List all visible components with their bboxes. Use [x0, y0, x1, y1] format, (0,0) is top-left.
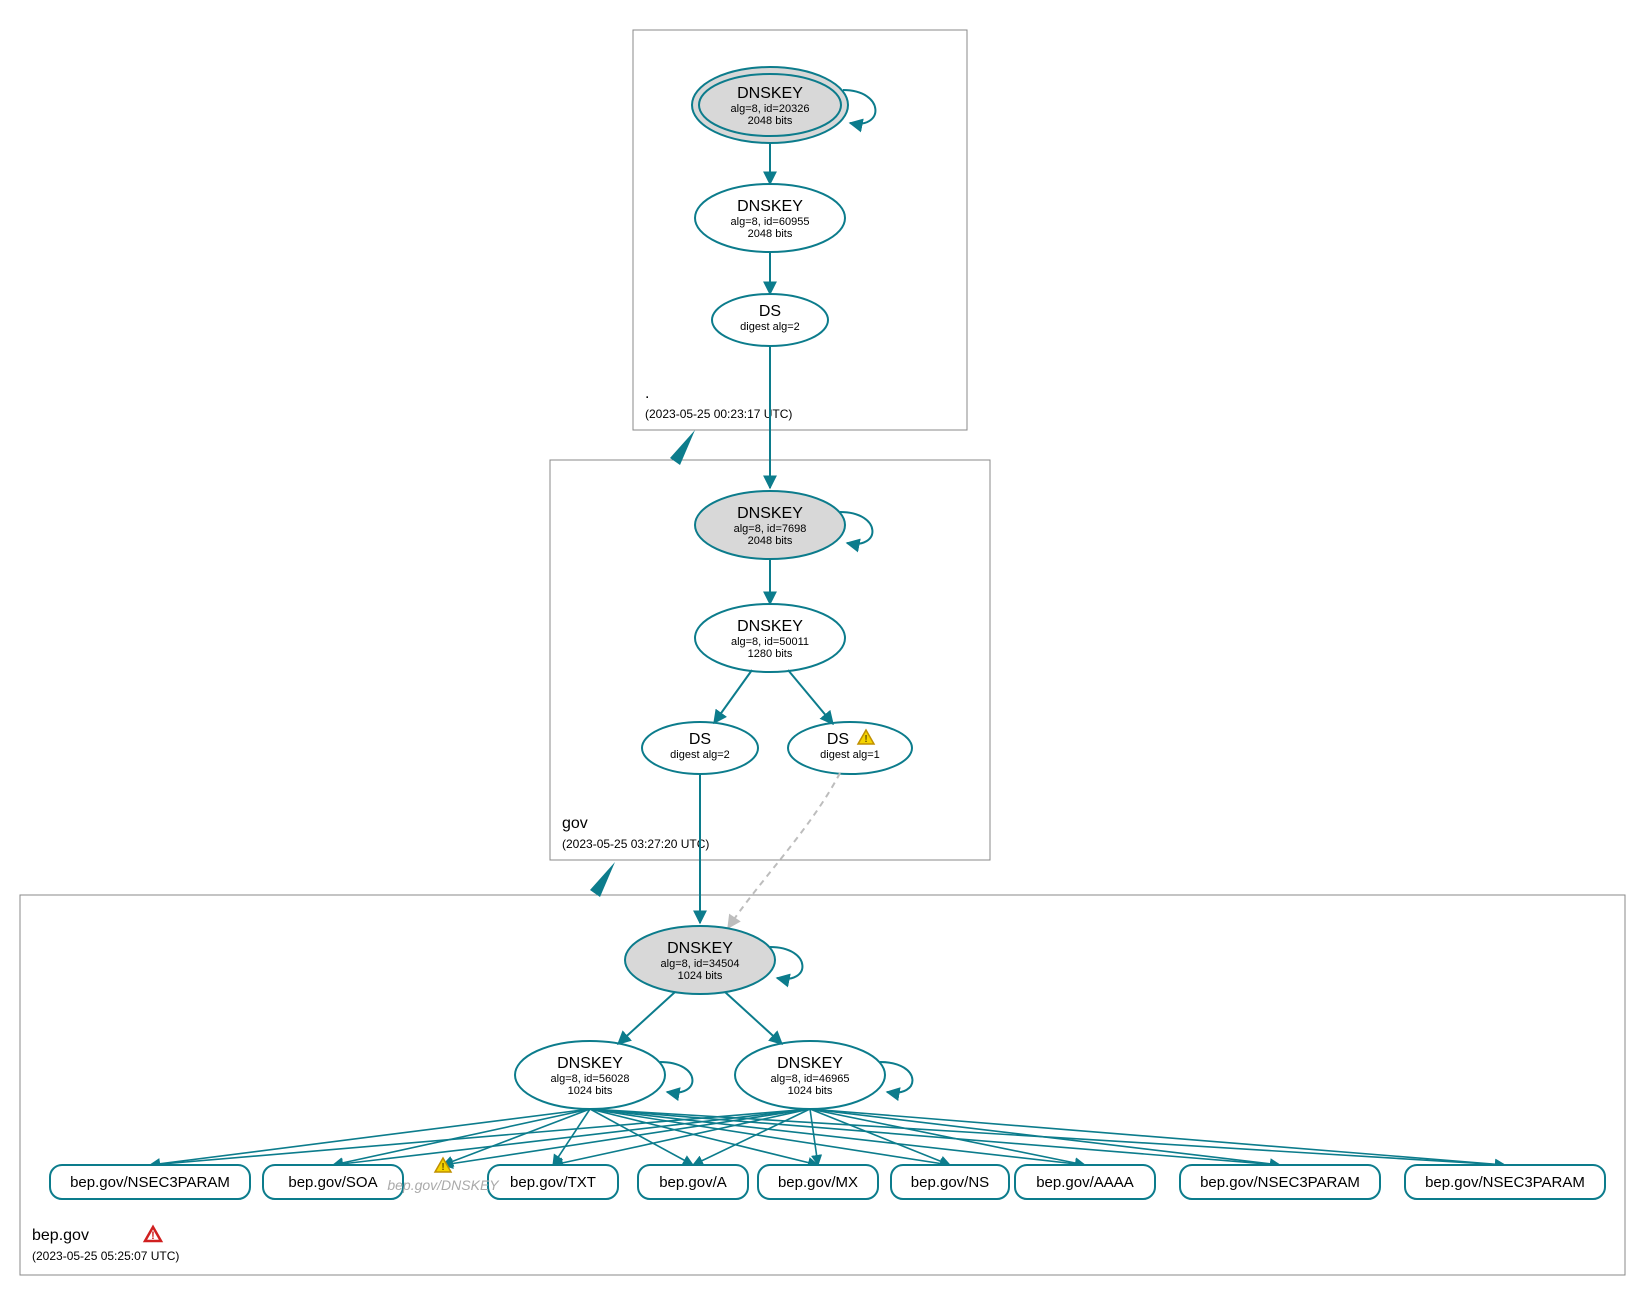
zone-gov-label: gov: [562, 815, 588, 832]
svg-text:!: !: [151, 1230, 155, 1242]
rrset-label: bep.gov/NS: [911, 1174, 989, 1191]
rrset-label: bep.gov/MX: [778, 1174, 858, 1191]
edge-zsk-rrset: [333, 1109, 810, 1165]
node-root-zsk: DNSKEY alg=8, id=60955 2048 bits: [695, 184, 845, 252]
node-gov-ds2: DS digest alg=1 !: [788, 722, 912, 774]
edge-zsk-rrset: [590, 1109, 1085, 1165]
zone-bep-label: bep.gov: [32, 1227, 89, 1244]
svg-text:2048 bits: 2048 bits: [748, 115, 793, 127]
svg-text:alg=8, id=50011: alg=8, id=50011: [731, 636, 809, 648]
svg-text:DNSKEY: DNSKEY: [737, 618, 803, 635]
svg-text:DS: DS: [827, 731, 849, 748]
delegation-arrow-gov-bep: [590, 862, 615, 897]
svg-text:alg=8, id=34504: alg=8, id=34504: [661, 958, 740, 970]
rrset-dnskey-faded: ! bep.gov/DNSKEY: [387, 1158, 500, 1193]
svg-text:alg=8, id=56028: alg=8, id=56028: [551, 1073, 630, 1085]
node-gov-ds1: DS digest alg=2: [642, 722, 758, 774]
edge-zsk-rrset: [810, 1109, 818, 1165]
svg-text:DNSKEY: DNSKEY: [667, 940, 733, 957]
svg-text:1024 bits: 1024 bits: [678, 970, 723, 982]
error-icon: !: [145, 1227, 161, 1242]
edge-bepksk-zsk1: [618, 992, 675, 1044]
svg-text:DNSKEY: DNSKEY: [777, 1055, 843, 1072]
svg-text:1024 bits: 1024 bits: [568, 1085, 613, 1097]
svg-text:digest alg=1: digest alg=1: [820, 749, 880, 761]
edge-zsk-rrset: [810, 1109, 1505, 1165]
rrset-label: bep.gov/NSEC3PARAM: [70, 1174, 230, 1191]
svg-text:DNSKEY: DNSKEY: [557, 1055, 623, 1072]
svg-text:DNSKEY: DNSKEY: [737, 198, 803, 215]
edge-govzsk-ds2: [788, 670, 833, 724]
svg-text:digest alg=2: digest alg=2: [670, 749, 730, 761]
svg-text:!: !: [864, 734, 867, 745]
svg-text:DS: DS: [689, 731, 711, 748]
node-bep-ksk: DNSKEY alg=8, id=34504 1024 bits: [625, 926, 775, 994]
rrset-label: bep.gov/A: [659, 1174, 727, 1191]
svg-text:DNSKEY: DNSKEY: [737, 85, 803, 102]
rrset-label: bep.gov/NSEC3PARAM: [1200, 1174, 1360, 1191]
svg-text:DNSKEY: DNSKEY: [737, 505, 803, 522]
node-gov-ksk: DNSKEY alg=8, id=7698 2048 bits: [695, 491, 845, 559]
rrset-label: bep.gov/AAAA: [1036, 1174, 1134, 1191]
zone-bep-ts: (2023-05-25 05:25:07 UTC): [32, 1249, 179, 1263]
svg-text:digest alg=2: digest alg=2: [740, 321, 800, 333]
svg-text:2048 bits: 2048 bits: [748, 535, 793, 547]
edge-ds2-bepksk-faded: [728, 773, 840, 928]
node-root-ds: DS digest alg=2: [712, 294, 828, 346]
svg-text:alg=8, id=60955: alg=8, id=60955: [731, 216, 810, 228]
rrset-label: bep.gov/NSEC3PARAM: [1425, 1174, 1585, 1191]
svg-text:DS: DS: [759, 303, 781, 320]
edge-govzsk-ds1: [714, 670, 752, 723]
svg-text:alg=8, id=46965: alg=8, id=46965: [771, 1073, 850, 1085]
svg-text:alg=8, id=7698: alg=8, id=7698: [734, 523, 807, 535]
zone-gov-ts: (2023-05-25 03:27:20 UTC): [562, 837, 709, 851]
svg-text:!: !: [441, 1162, 444, 1173]
zone-root-label: .: [645, 385, 649, 402]
node-gov-zsk: DNSKEY alg=8, id=50011 1280 bits: [695, 604, 845, 672]
svg-text:1280 bits: 1280 bits: [748, 648, 793, 660]
rrset-dnskey-faded-label: bep.gov/DNSKEY: [387, 1177, 500, 1193]
node-root-ksk: DNSKEY alg=8, id=20326 2048 bits: [692, 67, 848, 143]
edge-bepksk-zsk2: [725, 992, 782, 1044]
svg-text:alg=8, id=20326: alg=8, id=20326: [731, 103, 810, 115]
node-bep-zsk2: DNSKEY alg=8, id=46965 1024 bits: [735, 1041, 885, 1109]
node-bep-zsk1: DNSKEY alg=8, id=56028 1024 bits: [515, 1041, 665, 1109]
edge-zsk-rrset: [590, 1109, 1280, 1165]
rrset-label: bep.gov/TXT: [510, 1174, 596, 1191]
svg-text:1024 bits: 1024 bits: [788, 1085, 833, 1097]
svg-text:2048 bits: 2048 bits: [748, 228, 793, 240]
rrset-label: bep.gov/SOA: [288, 1174, 377, 1191]
